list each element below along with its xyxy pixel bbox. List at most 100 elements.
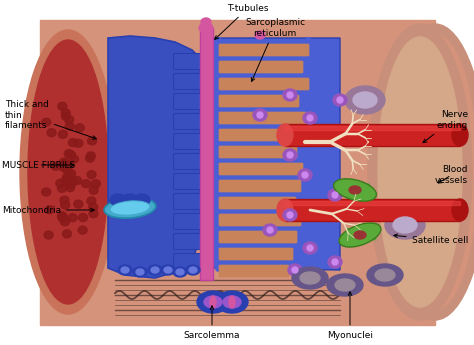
FancyBboxPatch shape: [219, 44, 309, 56]
Ellipse shape: [20, 30, 116, 314]
Ellipse shape: [353, 92, 377, 108]
Ellipse shape: [328, 189, 342, 201]
Ellipse shape: [287, 92, 293, 98]
Ellipse shape: [307, 245, 313, 251]
Bar: [285, 126, 460, 130]
Ellipse shape: [64, 175, 73, 183]
Ellipse shape: [223, 296, 241, 308]
Ellipse shape: [47, 129, 56, 137]
Ellipse shape: [61, 218, 70, 226]
Ellipse shape: [63, 230, 72, 238]
Ellipse shape: [86, 152, 95, 160]
Ellipse shape: [133, 267, 147, 277]
Ellipse shape: [302, 172, 308, 178]
Ellipse shape: [345, 86, 385, 114]
Bar: [285, 124, 460, 146]
Ellipse shape: [303, 112, 317, 124]
Ellipse shape: [64, 161, 73, 169]
Ellipse shape: [110, 201, 150, 215]
Ellipse shape: [210, 296, 216, 308]
FancyBboxPatch shape: [173, 154, 204, 169]
Ellipse shape: [61, 201, 70, 209]
Ellipse shape: [122, 194, 138, 206]
Ellipse shape: [89, 210, 98, 218]
Text: MUSCLE FIBRILS: MUSCLE FIBRILS: [2, 160, 75, 169]
Ellipse shape: [68, 178, 77, 186]
Ellipse shape: [104, 198, 156, 218]
Ellipse shape: [58, 130, 67, 138]
Ellipse shape: [42, 118, 51, 126]
Ellipse shape: [89, 186, 98, 194]
Ellipse shape: [328, 256, 342, 268]
FancyBboxPatch shape: [173, 53, 204, 69]
Ellipse shape: [74, 200, 83, 208]
Ellipse shape: [66, 170, 75, 178]
FancyBboxPatch shape: [219, 180, 301, 192]
FancyBboxPatch shape: [219, 129, 303, 141]
Ellipse shape: [263, 224, 277, 236]
Ellipse shape: [164, 267, 172, 273]
Ellipse shape: [385, 211, 425, 239]
Ellipse shape: [70, 155, 79, 163]
FancyBboxPatch shape: [219, 95, 299, 107]
Ellipse shape: [393, 34, 474, 310]
FancyBboxPatch shape: [173, 174, 204, 189]
Ellipse shape: [58, 102, 67, 110]
FancyBboxPatch shape: [219, 214, 301, 226]
Ellipse shape: [63, 173, 72, 181]
Ellipse shape: [375, 269, 395, 281]
FancyBboxPatch shape: [219, 197, 296, 209]
Ellipse shape: [82, 180, 91, 188]
Ellipse shape: [257, 112, 263, 118]
Ellipse shape: [173, 267, 187, 277]
Ellipse shape: [204, 296, 222, 308]
FancyBboxPatch shape: [219, 78, 309, 90]
Ellipse shape: [118, 265, 132, 275]
Polygon shape: [213, 38, 340, 270]
Ellipse shape: [66, 151, 75, 159]
Ellipse shape: [277, 199, 293, 221]
Ellipse shape: [283, 149, 297, 161]
FancyBboxPatch shape: [173, 254, 204, 269]
Ellipse shape: [332, 192, 338, 198]
FancyBboxPatch shape: [219, 61, 303, 73]
Bar: [200, 28, 213, 280]
Ellipse shape: [333, 94, 347, 106]
Ellipse shape: [42, 188, 51, 196]
FancyBboxPatch shape: [219, 265, 289, 277]
Polygon shape: [108, 36, 200, 278]
FancyBboxPatch shape: [173, 234, 204, 249]
Ellipse shape: [87, 197, 96, 205]
Ellipse shape: [58, 163, 67, 171]
Ellipse shape: [61, 109, 70, 117]
Ellipse shape: [253, 109, 267, 121]
Ellipse shape: [367, 264, 403, 286]
Ellipse shape: [283, 209, 297, 221]
Ellipse shape: [452, 199, 468, 221]
Ellipse shape: [349, 186, 361, 194]
Bar: [285, 199, 460, 221]
Ellipse shape: [267, 227, 273, 233]
Ellipse shape: [63, 177, 72, 185]
Ellipse shape: [176, 269, 184, 275]
Bar: [108, 35, 338, 310]
Bar: [40, 20, 435, 325]
FancyBboxPatch shape: [173, 194, 204, 209]
Ellipse shape: [452, 124, 468, 146]
FancyBboxPatch shape: [173, 114, 204, 129]
Ellipse shape: [88, 137, 97, 145]
Ellipse shape: [60, 158, 69, 166]
Bar: [285, 201, 460, 205]
Ellipse shape: [332, 259, 338, 265]
Ellipse shape: [136, 269, 144, 275]
Ellipse shape: [58, 213, 67, 221]
Ellipse shape: [307, 115, 313, 121]
Ellipse shape: [378, 37, 462, 307]
Text: Satellite cell: Satellite cell: [394, 234, 468, 245]
FancyBboxPatch shape: [173, 214, 204, 229]
Ellipse shape: [334, 179, 376, 201]
Ellipse shape: [60, 160, 69, 168]
Ellipse shape: [277, 124, 293, 146]
Ellipse shape: [79, 214, 88, 221]
FancyBboxPatch shape: [219, 163, 303, 175]
